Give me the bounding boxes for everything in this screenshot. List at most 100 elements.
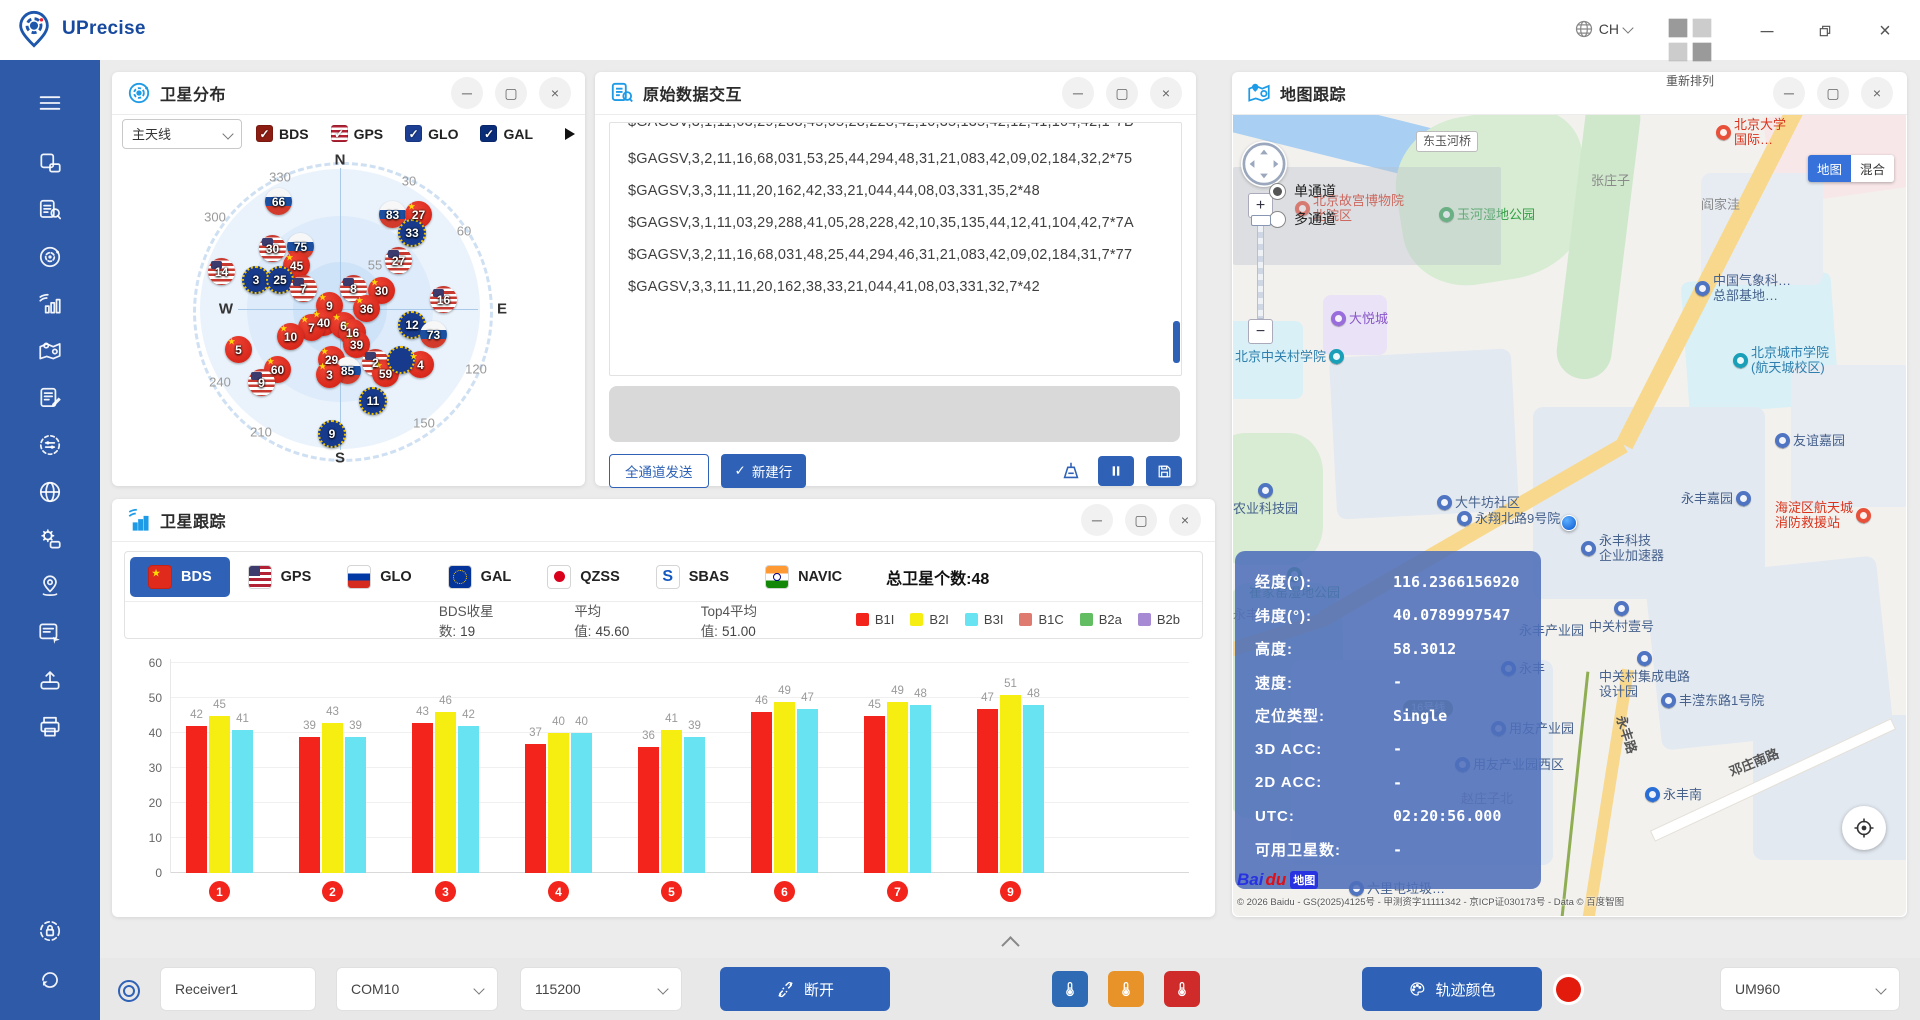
language-selector[interactable]: CH (1574, 19, 1634, 39)
radio-single-channel[interactable]: 单通道 (1269, 181, 1336, 201)
sidebar-item-device-setting[interactable] (31, 520, 69, 558)
panel-minimize-button[interactable]: ─ (1062, 77, 1094, 109)
system-checkbox-bds[interactable]: BDS (256, 125, 309, 142)
x-axis-label-sat-5: 5 (661, 881, 682, 902)
save-log-button[interactable] (1146, 456, 1182, 486)
window-close-button[interactable]: × (1879, 19, 1891, 42)
track-color-swatch[interactable] (1556, 977, 1581, 1002)
palette-icon (1410, 982, 1425, 996)
panel-minimize-button[interactable]: ─ (451, 77, 483, 109)
window-restore-button[interactable] (1812, 18, 1838, 44)
bar-B2I-sat-5: 41 (661, 713, 682, 873)
map-label: 海淀区航天城 消防救援站 (1775, 500, 1872, 530)
sidebar-item-position-setting[interactable] (31, 567, 69, 605)
x-axis-label-sat-2: 2 (322, 881, 343, 902)
baud-rate-select[interactable]: 115200 (520, 967, 682, 1011)
bar-B3I-sat-2: 39 (345, 720, 366, 873)
disconnect-button[interactable]: 断开 (720, 967, 890, 1011)
panel-maximize-button[interactable]: ▢ (1817, 77, 1849, 109)
rearrange-button[interactable]: 重新排列 (1658, 8, 1722, 89)
bar-group-sat-6: 46 49 47 (751, 685, 818, 873)
x-axis-label-sat-4: 4 (548, 881, 569, 902)
tab-sbas[interactable]: S SBAS (638, 557, 747, 597)
antenna-select[interactable]: 主天线 (122, 118, 242, 149)
tab-bds[interactable]: BDS (130, 556, 230, 597)
receiver-name-input[interactable]: Receiver1 (160, 967, 316, 1011)
receiver-model-select[interactable]: UM960 (1720, 967, 1900, 1011)
scrollbar-thumb[interactable] (1173, 321, 1180, 363)
geolocate-button[interactable] (1842, 806, 1886, 850)
panel-close-button[interactable]: × (1169, 504, 1201, 536)
sky-outer-dashed-ring (193, 162, 493, 462)
nmea-line: $GAGSV,3,1,11,03,29,288,41,05,28,228,42,… (628, 215, 1134, 231)
baidu-logo: Bai du 地图 (1237, 870, 1319, 890)
sidebar-item-raw-data-interaction[interactable] (31, 191, 69, 229)
nmea-data-log[interactable]: $GAGSV,3,1,11,03,29,288,45,05,28,228,42,… (609, 122, 1182, 376)
raw-data-panel: 原始数据交互 ─ ▢ × $GAGSV,3,1,11,03,29,288,45,… (595, 72, 1196, 488)
panel-close-button[interactable]: × (539, 77, 571, 109)
map-zoom-out-button[interactable]: − (1248, 319, 1273, 344)
sidebar-item-firmware-upgrade[interactable] (31, 661, 69, 699)
sidebar-item-receiver-config[interactable] (31, 426, 69, 464)
sidebar-item-satellite-tracking[interactable] (31, 285, 69, 323)
radio-multi-channel[interactable]: 多通道 (1269, 209, 1336, 229)
sidebar-item-factory-reset[interactable] (31, 961, 69, 999)
collapse-bottom-bar-button[interactable] (989, 933, 1031, 955)
map-label: 北京大学 国际… (1716, 117, 1786, 147)
command-input[interactable] (609, 386, 1180, 442)
map-pan-control[interactable] (1241, 141, 1287, 187)
send-all-channels-button[interactable]: 全通道发送 (609, 454, 709, 488)
bar-B1I-sat-1: 42 (186, 709, 207, 873)
panel-close-button[interactable]: × (1861, 77, 1893, 109)
temperature-blue-button[interactable] (1052, 971, 1088, 1007)
tab-navic[interactable]: NAVIC (747, 557, 860, 597)
temperature-orange-button[interactable] (1108, 971, 1144, 1007)
sidebar-item-print-report[interactable] (31, 708, 69, 746)
sidebar-item-message-config[interactable] (31, 379, 69, 417)
map-zoom-slider[interactable] (1257, 219, 1264, 319)
tab-gps[interactable]: GPS (230, 557, 330, 597)
tab-glo[interactable]: GLO (329, 557, 429, 597)
x-axis-label-sat-3: 3 (435, 881, 456, 902)
map-panel-title: 地图跟踪 (1280, 87, 1347, 104)
temperature-red-button[interactable] (1164, 971, 1200, 1007)
info-row: 纬度(°): 40.0789997547 (1255, 606, 1511, 625)
window-minimize-button[interactable]: ─ (1760, 20, 1774, 41)
panel-maximize-button[interactable]: ▢ (495, 77, 527, 109)
tab-gal[interactable]: GAL (430, 557, 530, 597)
clear-log-icon[interactable] (1056, 456, 1086, 486)
sidebar-item-network-setting[interactable] (31, 473, 69, 511)
sidebar-item-command-console[interactable] (31, 614, 69, 652)
sidebar-item-device-connection[interactable] (31, 144, 69, 182)
expand-systems-arrow[interactable] (565, 127, 575, 140)
legend-B1C: B1C (1019, 612, 1064, 627)
sidebar-item-security-lock[interactable] (31, 912, 69, 950)
com-port-select[interactable]: COM10 (336, 967, 498, 1011)
tab-qzss[interactable]: QZSS (529, 557, 637, 597)
azimuth-label: 55 (367, 257, 383, 273)
satellite-marker-us-9: 9 (248, 369, 275, 396)
panel-minimize-button[interactable]: ─ (1773, 77, 1805, 109)
map-zoom-knob[interactable] (1251, 215, 1271, 226)
bar-B2I-sat-2: 43 (322, 706, 343, 873)
panel-minimize-button[interactable]: ─ (1081, 504, 1113, 536)
new-line-button[interactable]: ✓ 新建行 (720, 454, 807, 488)
pause-log-button[interactable] (1098, 456, 1134, 486)
bar-B3I-sat-5: 39 (684, 720, 705, 873)
panel-close-button[interactable]: × (1150, 77, 1182, 109)
sidebar-item-menu[interactable] (31, 84, 69, 122)
system-checkbox-gal[interactable]: GAL (480, 125, 533, 142)
check-icon: ✓ (734, 463, 746, 478)
map-type-normal-button[interactable]: 地图 (1807, 155, 1851, 182)
baidu-map[interactable]: + − 单通道 多通道 地图 混合 东玉河桥 北京大学 国际… 张庄子 阎家洼 北京故宫博物… (1233, 115, 1906, 916)
sky-plot: N S W E 33030601201502102403005566832733… (112, 152, 585, 486)
sidebar-item-satellite-distribution[interactable] (31, 238, 69, 276)
azimuth-label: 210 (250, 424, 272, 440)
system-checkbox-glo[interactable]: GLO (405, 125, 458, 142)
panel-maximize-button[interactable]: ▢ (1125, 504, 1157, 536)
panel-maximize-button[interactable]: ▢ (1106, 77, 1138, 109)
system-checkbox-gps[interactable]: GPS (330, 125, 383, 142)
sidebar-item-map-tracking[interactable] (31, 332, 69, 370)
track-color-button[interactable]: 轨迹颜色 (1362, 967, 1542, 1011)
map-type-hybrid-button[interactable]: 混合 (1850, 155, 1894, 182)
